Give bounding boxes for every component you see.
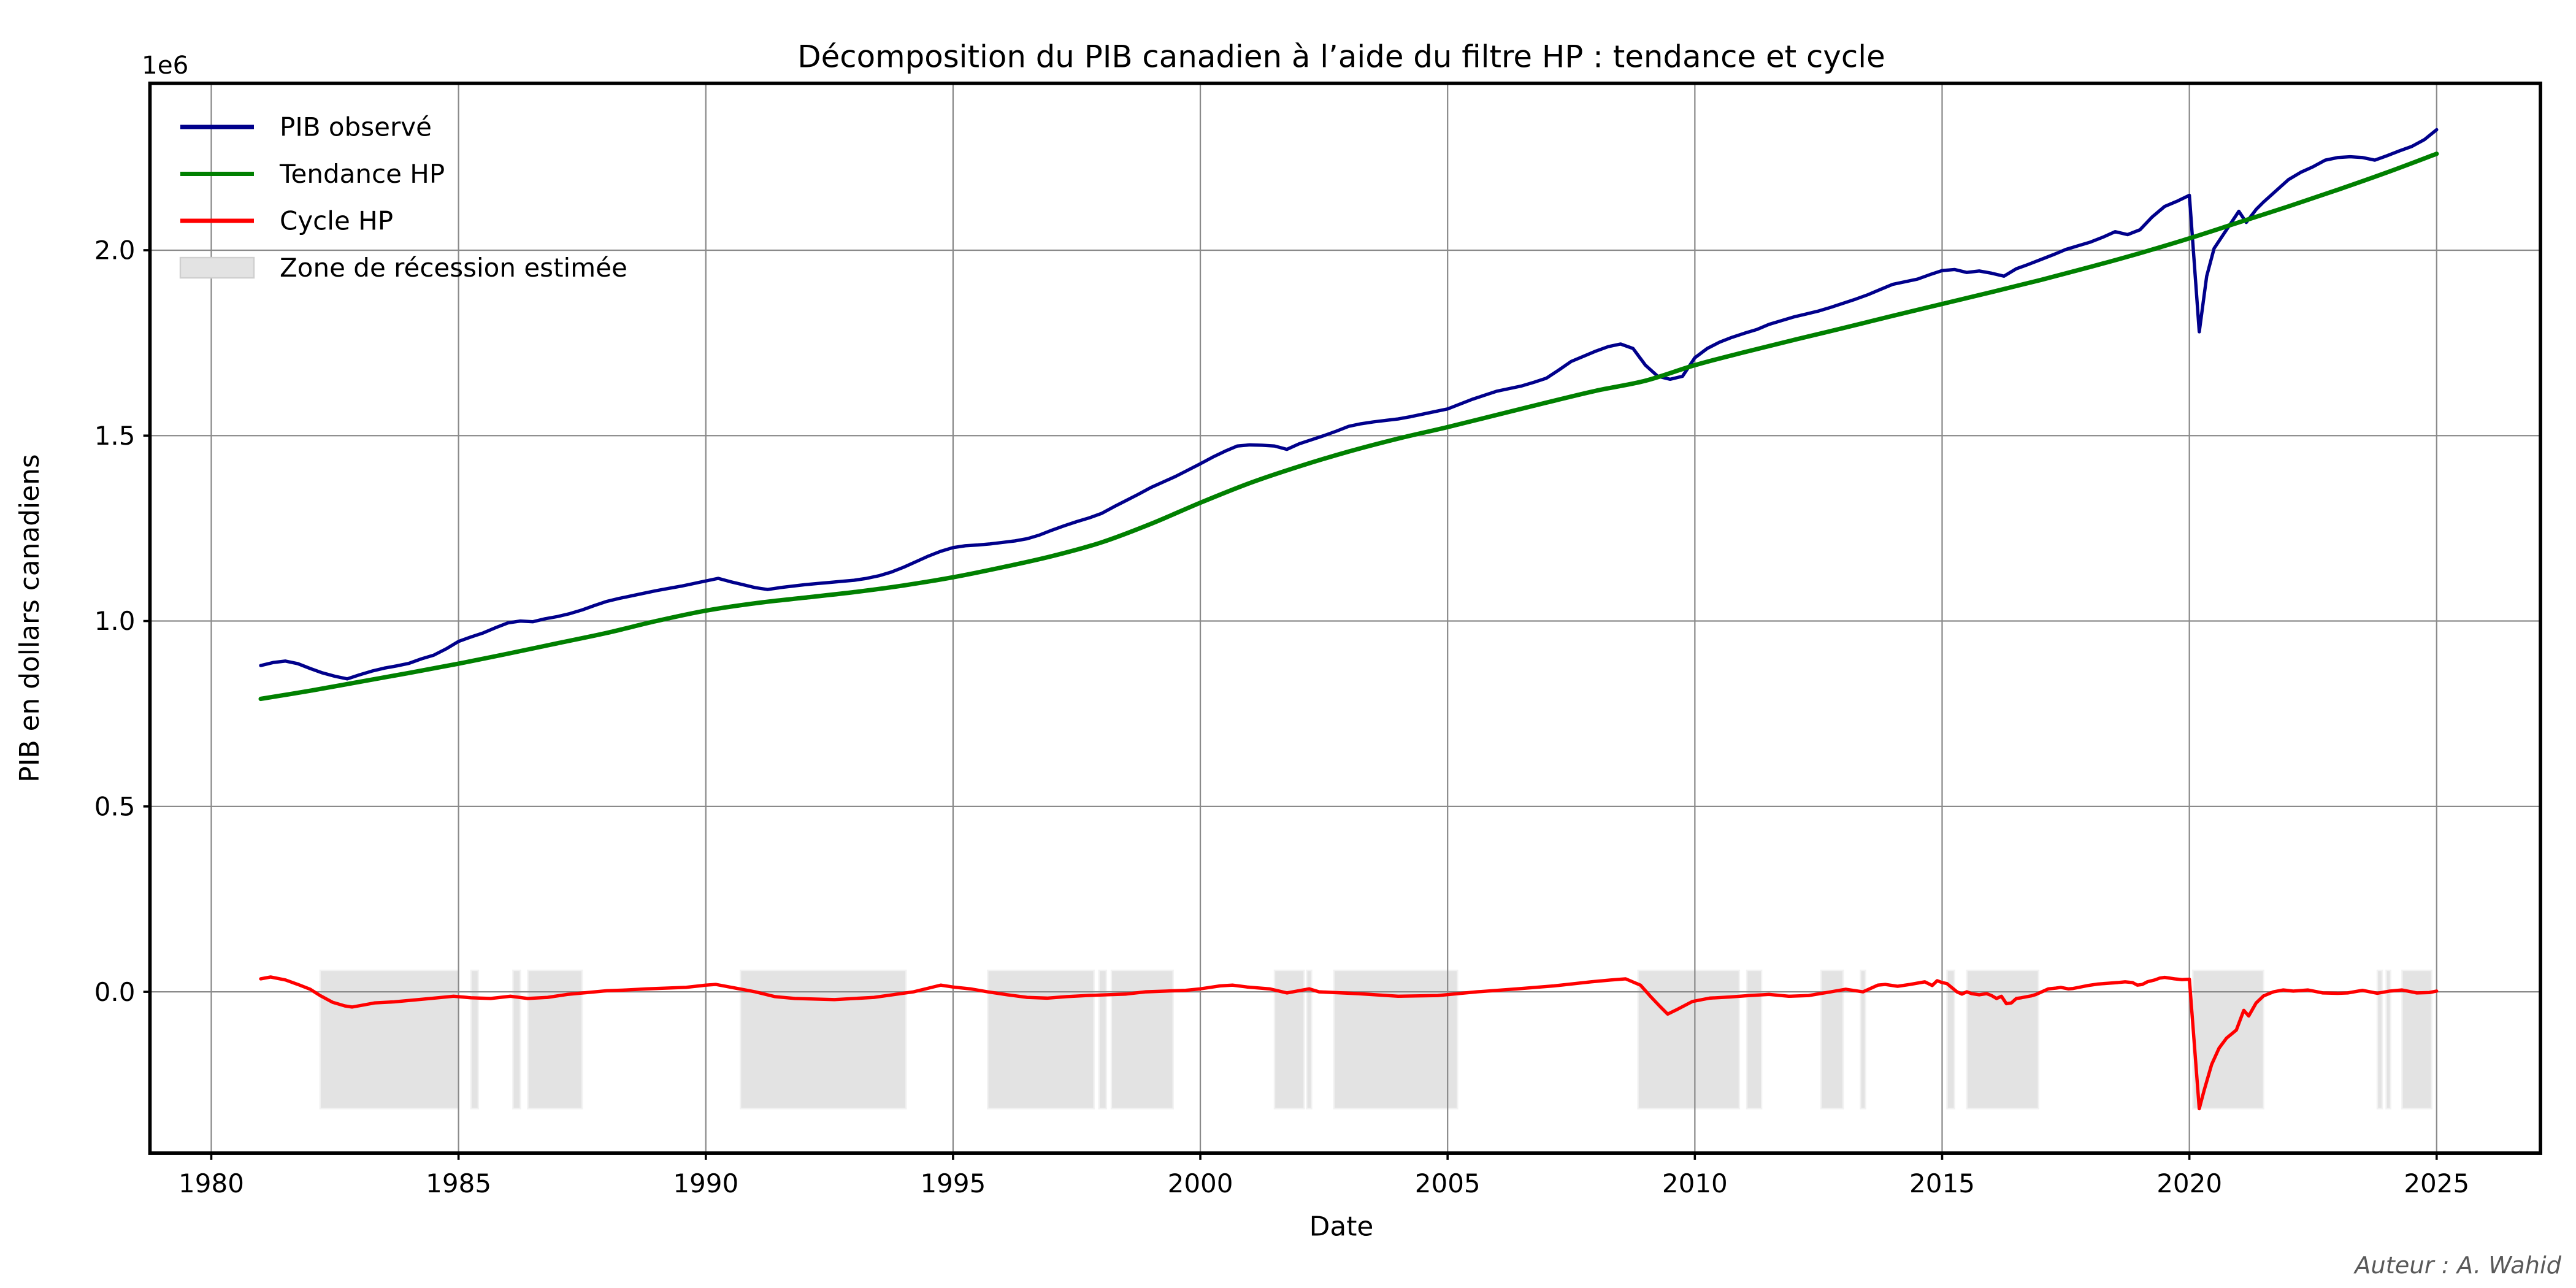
legend-patch-swatch [179, 256, 255, 279]
recession-band [512, 969, 521, 1110]
x-tick-label-2020: 2020 [2156, 1168, 2222, 1198]
y-tick-label-0.0: 0.0 [94, 977, 136, 1007]
recession-band [1860, 969, 1866, 1110]
axes-frame [148, 82, 2542, 1155]
series-line-pib-observ- [259, 128, 2439, 681]
gridlines-layer [150, 83, 2541, 1154]
recession-band [470, 969, 480, 1110]
y-tick-label-2.0: 2.0 [94, 236, 136, 266]
recession-band [1637, 969, 1741, 1110]
chart-title: Décomposition du PIB canadien à l’aide d… [797, 39, 1885, 75]
y-axis-label: PIB en dollars canadiens [14, 454, 45, 782]
ticks-layer: 1980 1985 1990 1995 2000 2005 2010 2015 2020 2025… [94, 236, 2470, 1198]
x-tick-label-1990: 1990 [673, 1168, 738, 1198]
x-axis-label: Date [1309, 1211, 1374, 1243]
y-tick-label-1.0: 1.0 [94, 606, 136, 636]
recession-band [1306, 969, 1313, 1110]
recession-band [1333, 969, 1459, 1110]
y-axis-offset-label: 1e6 [142, 50, 188, 80]
x-tick-label-2010: 2010 [1662, 1168, 1728, 1198]
x-tick-label-1995: 1995 [920, 1168, 986, 1198]
author-credit: Auteur : A. Wahid [2353, 1252, 2561, 1279]
recession-band [2376, 969, 2383, 1110]
series-layer [258, 128, 2439, 1111]
recession-band [1946, 969, 1955, 1110]
recession-band [1098, 969, 1108, 1110]
legend-label: Cycle HP [280, 206, 393, 236]
x-tick-label-1980: 1980 [178, 1168, 244, 1198]
x-tick-label-2025: 2025 [2404, 1168, 2469, 1198]
series-line-cycle-hp [259, 975, 2439, 1111]
recession-band [1966, 969, 2039, 1110]
recession-band [1746, 969, 1763, 1110]
recession-band [527, 969, 583, 1110]
x-tick-label-2015: 2015 [1909, 1168, 1975, 1198]
recession-band [987, 969, 1095, 1110]
y-tick-label-1.5: 1.5 [94, 421, 136, 451]
recession-band [319, 969, 459, 1110]
recession-band [2385, 969, 2391, 1110]
legend-item-zone-de-r-cession-estim-e: Zone de récession estimée [179, 253, 627, 283]
x-tick-label-2005: 2005 [1415, 1168, 1481, 1198]
legend-label: PIB observé [280, 112, 432, 142]
y-tick-label-0.5: 0.5 [94, 792, 136, 822]
x-tick-label-1985: 1985 [426, 1168, 491, 1198]
recession-band [740, 969, 907, 1110]
recession-bands-layer [319, 969, 2432, 1110]
legend-label: Zone de récession estimée [280, 253, 627, 283]
legend-item-pib-observ-: PIB observé [180, 112, 432, 142]
legend-item-cycle-hp: Cycle HP [180, 206, 393, 236]
legend-label: Tendance HP [279, 159, 445, 189]
x-tick-label-2000: 2000 [1168, 1168, 1233, 1198]
legend: PIB observé Tendance HP Cycle HP Zone de ré… [179, 112, 627, 283]
legend-item-tendance-hp: Tendance HP [180, 159, 445, 189]
series-line-tendance-hp [258, 151, 2439, 702]
